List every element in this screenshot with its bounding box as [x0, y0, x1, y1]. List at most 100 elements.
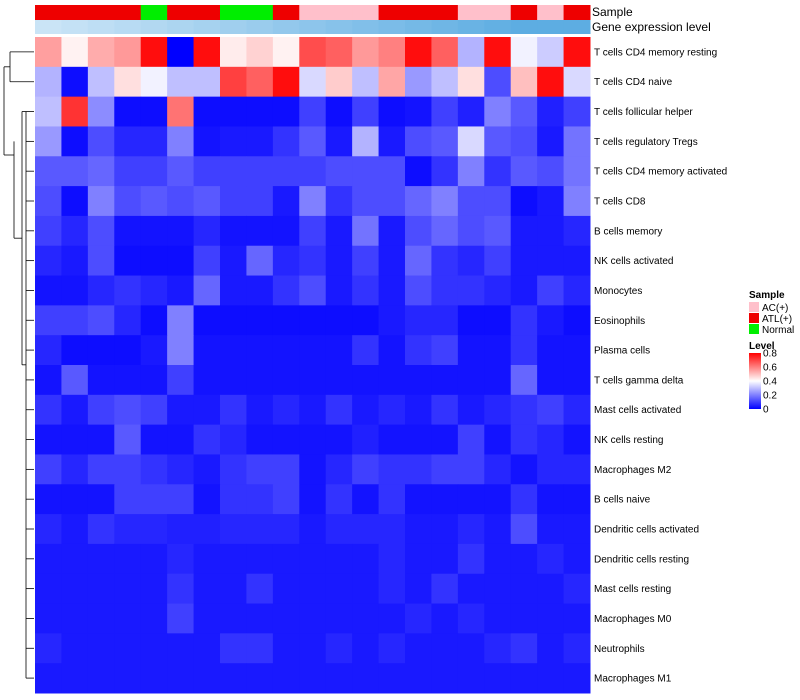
heatmap-cell	[510, 454, 538, 485]
heatmap-cell	[193, 454, 221, 485]
heatmap-cell	[35, 424, 62, 455]
heatmap-cell	[167, 305, 195, 336]
heatmap-cell	[167, 186, 195, 217]
heatmap-cell	[272, 126, 300, 157]
heatmap-cell	[510, 484, 538, 515]
heatmap-cell	[299, 275, 327, 306]
heatmap-cell	[246, 245, 274, 277]
heatmap-cell	[405, 394, 432, 426]
heatmap-cell	[352, 454, 380, 485]
heatmap-cell	[378, 275, 406, 306]
heatmap-cell	[167, 394, 195, 426]
heatmap-cell	[431, 37, 459, 68]
heatmap-cell	[484, 603, 512, 634]
sample-annotation-cell	[246, 5, 274, 20]
heatmap-cell	[220, 126, 247, 157]
heatmap-cell	[272, 186, 300, 217]
sample-annotation-cell	[220, 5, 247, 20]
heatmap-cell	[299, 424, 327, 455]
heatmap-cell	[35, 156, 62, 187]
expression-annotation-cell	[87, 20, 115, 34]
heatmap-cell	[325, 484, 353, 515]
heatmap-cell	[352, 573, 380, 605]
expression-annotation-cell	[431, 20, 459, 34]
heatmap-cell	[299, 186, 327, 217]
heatmap-cell	[246, 126, 274, 157]
heatmap-cell	[167, 663, 195, 694]
heatmap-cell	[167, 335, 195, 366]
legend-label-atl: ATL(+)	[762, 314, 792, 325]
heatmap-cell	[537, 37, 565, 68]
heatmap-cell	[140, 37, 168, 68]
row-label: T cells follicular helper	[594, 107, 693, 118]
heatmap-cell	[193, 603, 221, 634]
heatmap-cell	[325, 663, 353, 694]
heatmap-cell	[457, 543, 485, 575]
heatmap-cell	[352, 215, 380, 247]
heatmap-cell	[220, 633, 247, 664]
heatmap-cell	[87, 305, 115, 336]
heatmap-cell	[352, 275, 380, 306]
heatmap-cell	[140, 543, 168, 575]
sample-annotation-cell	[325, 5, 353, 20]
heatmap-cell	[484, 454, 512, 485]
heatmap-cell	[299, 454, 327, 485]
heatmap-cell	[272, 335, 300, 366]
level-tick-label: 0	[763, 405, 769, 416]
heatmap-cell	[193, 394, 221, 426]
heatmap-cell	[431, 126, 459, 157]
heatmap-cell	[272, 37, 300, 68]
heatmap-cell	[457, 663, 485, 694]
heatmap-cell	[537, 215, 565, 247]
sample-annotation-cell	[378, 5, 406, 20]
heatmap-cell	[299, 633, 327, 664]
heatmap-cell	[140, 484, 168, 515]
legend-label-normal: Normal	[762, 325, 794, 336]
heatmap-cell	[325, 126, 353, 157]
heatmap-cell	[510, 126, 538, 157]
heatmap-cell	[35, 37, 62, 68]
sample-annotation-cell	[272, 5, 300, 20]
sample-annotation-cell	[167, 5, 195, 20]
row-label: B cells memory	[594, 226, 662, 237]
heatmap-cell	[431, 186, 459, 217]
legend-swatch-normal	[749, 324, 759, 334]
heatmap-cell	[35, 275, 62, 306]
heatmap-cell	[167, 514, 195, 545]
row-label: T cells CD8	[594, 197, 646, 208]
sample-annotation-cell	[537, 5, 565, 20]
heatmap-cell	[484, 66, 512, 98]
heatmap-cell	[352, 245, 380, 277]
heatmap-cell	[378, 543, 406, 575]
heatmap-cell	[405, 454, 432, 485]
heatmap-cell	[272, 394, 300, 426]
heatmap-cell	[272, 454, 300, 485]
heatmap-cell	[563, 663, 591, 694]
row-label: Eosinophils	[594, 316, 645, 327]
heatmap-cell	[352, 37, 380, 68]
heatmap-cell	[352, 335, 380, 366]
heatmap-cell	[61, 66, 89, 98]
heatmap-cell	[457, 365, 485, 396]
heatmap-cell	[431, 215, 459, 247]
heatmap-cell	[537, 126, 565, 157]
heatmap-cell	[246, 66, 274, 98]
heatmap-cell	[563, 305, 591, 336]
heatmap-cell	[87, 37, 115, 68]
heatmap-cell	[272, 424, 300, 455]
heatmap-cell	[61, 186, 89, 217]
heatmap-cell	[484, 394, 512, 426]
heatmap-cell	[457, 514, 485, 545]
heatmap-cell	[457, 424, 485, 455]
heatmap-cell	[140, 305, 168, 336]
heatmap-cell	[167, 633, 195, 664]
heatmap-cell	[140, 424, 168, 455]
heatmap-cell	[325, 186, 353, 217]
sample-annotation-cell	[431, 5, 459, 20]
track-label-expression: Gene expression level	[592, 20, 711, 34]
heatmap-cell	[140, 663, 168, 694]
heatmap-cell	[140, 96, 168, 127]
sample-annotation-cell	[352, 5, 380, 20]
heatmap-cell	[193, 156, 221, 187]
heatmap-cell	[325, 245, 353, 277]
